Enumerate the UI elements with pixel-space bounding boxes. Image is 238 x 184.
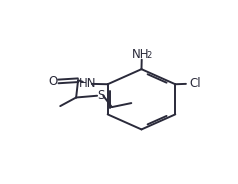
Text: Cl: Cl — [189, 77, 201, 90]
Text: HN: HN — [79, 77, 97, 90]
Text: 2: 2 — [147, 51, 152, 60]
Text: O: O — [48, 75, 57, 88]
Text: NH: NH — [132, 48, 149, 61]
Text: S: S — [98, 89, 105, 102]
